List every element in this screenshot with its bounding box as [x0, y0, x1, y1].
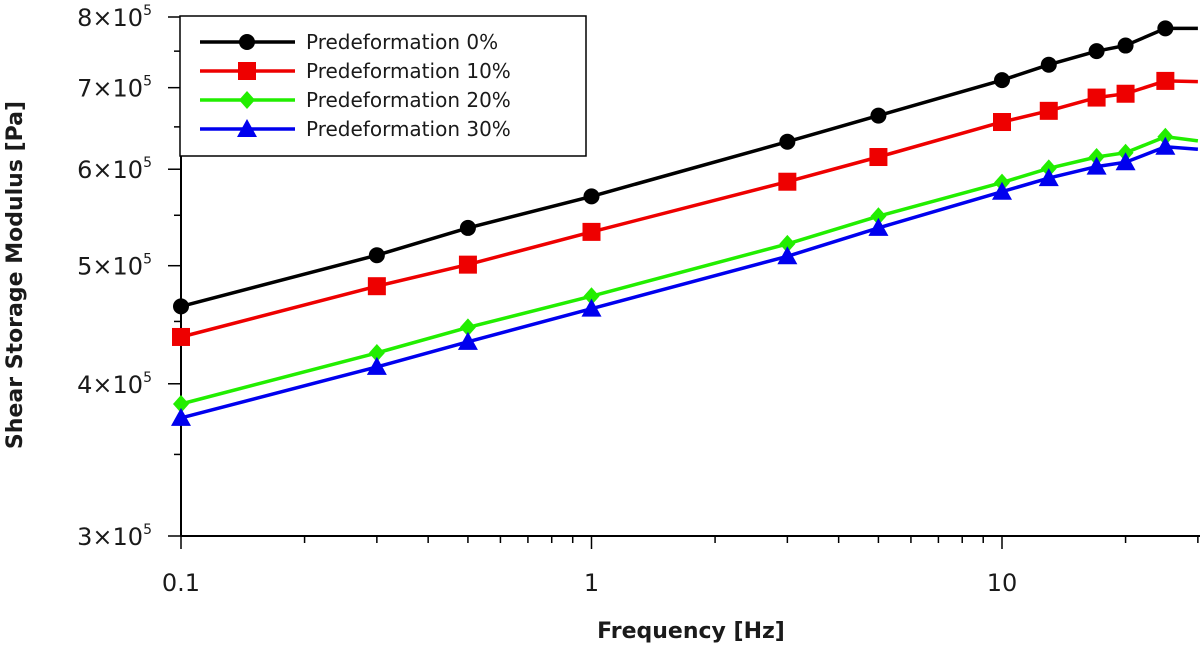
- y-axis-ticks: 3×105 4×105 5×105 6×105 7×105 8×105: [77, 3, 181, 551]
- y-tick-label: 6×105: [77, 155, 152, 184]
- x-axis-title: Frequency [Hz]: [597, 619, 785, 644]
- data-point: [583, 188, 600, 205]
- legend-item: Predeformation 0%: [200, 30, 498, 54]
- data-point: [1038, 168, 1059, 187]
- data-point: [870, 107, 887, 124]
- series-line: [180, 145, 1199, 420]
- y-tick-label: 5×105: [77, 252, 152, 281]
- data-point: [777, 246, 798, 265]
- data-point: [172, 327, 190, 346]
- data-point: [868, 217, 889, 236]
- data-point: [1117, 37, 1134, 54]
- x-tick-label: 1: [584, 569, 599, 597]
- legend-swatch-marker: [238, 62, 256, 80]
- data-point: [171, 407, 191, 426]
- legend: Predeformation 0% Predeformation 10% Prede…: [179, 15, 587, 157]
- series-2: [173, 127, 1199, 413]
- data-point: [1155, 136, 1176, 155]
- data-point: [457, 331, 478, 350]
- x-axis-ticks: 0.1 1 10: [162, 536, 1199, 597]
- legend-item: Predeformation 30%: [200, 117, 511, 141]
- data-point: [779, 133, 796, 150]
- data-point: [992, 181, 1012, 200]
- data-point: [1088, 43, 1105, 60]
- plot-area: 0.1 1 10 3×105 4×105 5×105 6×105 7×105 8×105: [77, 3, 1200, 597]
- data-point: [173, 394, 189, 413]
- data-point: [1116, 84, 1135, 103]
- data-point: [368, 247, 385, 264]
- legend-item: Predeformation 10%: [200, 59, 511, 83]
- data-point: [778, 172, 797, 191]
- legend-label: Predeformation 10%: [306, 59, 511, 83]
- data-point: [1039, 101, 1058, 120]
- data-point: [994, 72, 1010, 89]
- legend-items: Predeformation 0% Predeformation 10% Prede…: [200, 30, 511, 141]
- data-point: [1156, 71, 1175, 90]
- legend-swatch-marker: [237, 119, 257, 137]
- data-point: [366, 356, 387, 375]
- legend-item: Predeformation 20%: [200, 88, 511, 112]
- x-tick-label: 0.1: [162, 569, 200, 597]
- data-point: [459, 219, 476, 236]
- series-0: [173, 20, 1198, 315]
- legend-swatch-marker: [239, 34, 255, 50]
- y-tick-label: 7×105: [77, 74, 152, 103]
- data-point: [367, 277, 386, 296]
- data-point: [869, 148, 888, 167]
- y-axis-title: Shear Storage Modulus [Pa]: [3, 101, 28, 449]
- legend-swatch-marker: [239, 91, 255, 109]
- data-point: [1040, 56, 1057, 73]
- data-point: [1086, 156, 1107, 175]
- legend-label: Predeformation 0%: [306, 30, 498, 54]
- y-tick-label: 4×105: [77, 370, 152, 399]
- y-tick-label: 8×105: [77, 3, 152, 32]
- data-point: [1087, 88, 1106, 107]
- data-point: [368, 343, 385, 362]
- series-line: [180, 134, 1199, 406]
- data-point: [459, 318, 476, 337]
- data-point: [1115, 152, 1136, 171]
- data-point: [1157, 127, 1174, 146]
- x-tick-label: 10: [987, 569, 1018, 597]
- data-point: [583, 287, 600, 306]
- data-point: [581, 298, 602, 317]
- data-point: [1157, 20, 1174, 37]
- data-point: [582, 222, 601, 241]
- data-point: [458, 255, 477, 274]
- series-3: [171, 136, 1199, 426]
- series-layer: [171, 20, 1199, 426]
- data-point: [870, 207, 887, 226]
- data-point: [173, 298, 189, 315]
- y-tick-label: 3×105: [77, 522, 152, 551]
- series-1: [172, 71, 1198, 346]
- legend-label: Predeformation 20%: [306, 88, 511, 112]
- data-point: [779, 234, 796, 253]
- legend-label: Predeformation 30%: [306, 117, 511, 141]
- data-point: [993, 113, 1011, 132]
